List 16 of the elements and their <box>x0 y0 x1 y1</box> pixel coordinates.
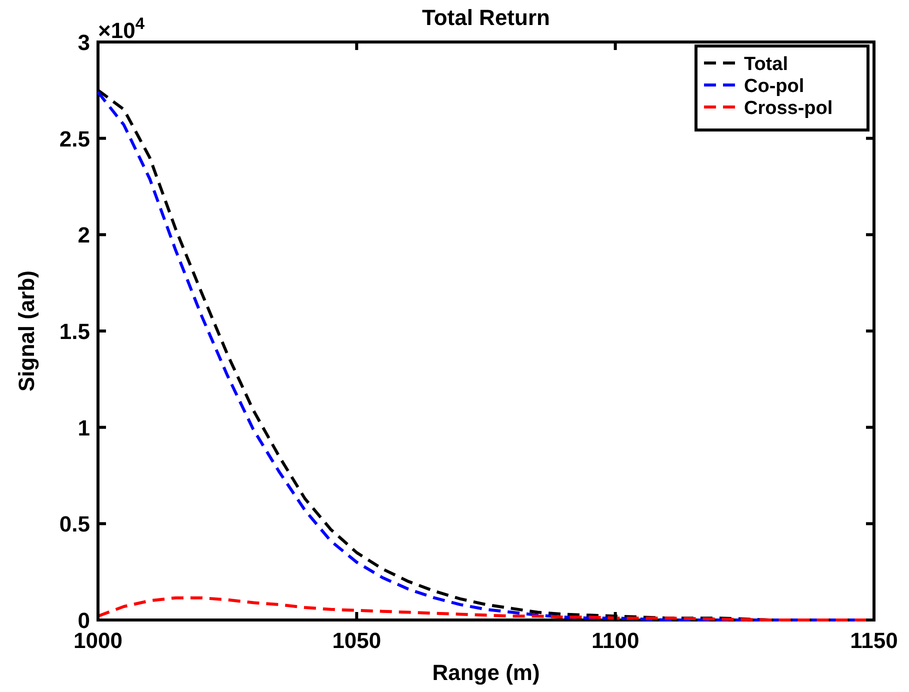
legend-label: Cross-pol <box>744 98 833 119</box>
legend-label: Total <box>744 54 788 75</box>
y-axis-title: Signal (arb) <box>14 270 39 392</box>
x-axis-title: Range (m) <box>432 660 540 685</box>
legend-label: Co-pol <box>744 76 804 97</box>
x-tick-label: 1100 <box>591 628 640 653</box>
y-tick-label: 1.5 <box>59 319 90 344</box>
y-tick-label: 2 <box>78 222 90 248</box>
y-tick-label: 1 <box>78 415 90 440</box>
x-tick-label: 1050 <box>332 628 382 653</box>
y-tick-label: 3 <box>78 30 90 55</box>
annotation: ×10$^{4}$ <box>98 15 146 43</box>
y-tick-label: 0.5 <box>59 512 90 537</box>
x-tick-label: 1150 <box>850 628 898 653</box>
y-tick-label: 2.5 <box>59 126 90 152</box>
chart-title: Total Return <box>422 5 550 30</box>
